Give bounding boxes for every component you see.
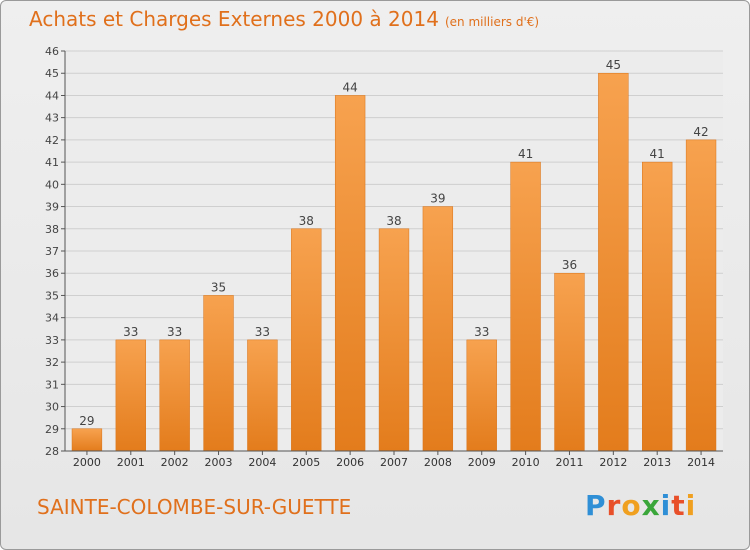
x-tick-label: 2002 xyxy=(161,456,189,469)
x-tick-label: 2001 xyxy=(117,456,145,469)
chart-title: Achats et Charges Externes 2000 à 2014 (e… xyxy=(29,7,539,31)
y-tick-label: 30 xyxy=(45,401,59,414)
bar-2011 xyxy=(554,272,585,452)
bar-2014 xyxy=(685,139,717,452)
data-label: 29 xyxy=(79,414,94,428)
logo-letter: i xyxy=(660,489,672,522)
y-tick-label: 42 xyxy=(45,134,59,147)
x-tick-label: 2007 xyxy=(380,456,408,469)
data-label: 42 xyxy=(693,125,708,139)
data-label: 38 xyxy=(299,214,314,228)
x-tick-label: 2011 xyxy=(555,456,583,469)
y-tick-label: 46 xyxy=(45,45,59,58)
bar-2001 xyxy=(115,339,146,452)
y-tick-label: 37 xyxy=(45,245,59,258)
data-label: 33 xyxy=(474,325,489,339)
x-tick-label: 2003 xyxy=(205,456,233,469)
y-tick-label: 28 xyxy=(45,445,59,458)
x-tick-label: 2005 xyxy=(292,456,320,469)
y-tick-label: 31 xyxy=(45,378,59,391)
bar-2009 xyxy=(466,339,497,452)
y-tick-label: 40 xyxy=(45,178,59,191)
bar-2002 xyxy=(159,339,190,452)
y-tick-label: 36 xyxy=(45,267,59,280)
data-label: 35 xyxy=(211,280,226,294)
bar-2000 xyxy=(71,428,103,452)
logo-letter: i xyxy=(685,489,697,522)
y-tick-label: 39 xyxy=(45,201,59,214)
x-tick-label: 2004 xyxy=(248,456,276,469)
data-label: 39 xyxy=(430,192,445,206)
bar-2010 xyxy=(510,161,541,452)
x-tick-label: 2010 xyxy=(512,456,540,469)
data-label: 33 xyxy=(123,325,138,339)
y-tick-label: 45 xyxy=(45,67,59,80)
y-tick-label: 34 xyxy=(45,312,59,325)
x-tick-label: 2012 xyxy=(599,456,627,469)
logo-letter: o xyxy=(621,489,642,522)
commune-name: SAINTE-COLOMBE-SUR-GUETTE xyxy=(37,495,352,519)
logo-letter: r xyxy=(606,489,622,522)
data-label: 41 xyxy=(650,147,665,161)
data-label: 41 xyxy=(518,147,533,161)
bar-2006 xyxy=(334,95,366,452)
bar-2013 xyxy=(642,161,673,452)
data-label: 33 xyxy=(167,325,182,339)
x-tick-label: 2013 xyxy=(643,456,671,469)
chart-unit: (en milliers d'€) xyxy=(444,15,540,29)
proxiti-logo: Proxiti xyxy=(585,489,696,522)
x-tick-label: 2006 xyxy=(336,456,364,469)
x-tick-label: 2000 xyxy=(73,456,101,469)
data-label: 36 xyxy=(562,258,577,272)
x-tick-label: 2014 xyxy=(687,456,715,469)
bar-2005 xyxy=(291,228,322,452)
bar-2003 xyxy=(203,295,234,452)
logo-letter: P xyxy=(585,489,607,522)
logo-letter: x xyxy=(641,489,661,522)
x-tick-label: 2009 xyxy=(468,456,496,469)
bar-2012 xyxy=(598,72,629,452)
y-tick-label: 33 xyxy=(45,334,59,347)
bar-2004 xyxy=(247,339,278,452)
y-tick-label: 41 xyxy=(45,156,59,169)
y-tick-label: 32 xyxy=(45,356,59,369)
x-tick-label: 2008 xyxy=(424,456,452,469)
data-label: 33 xyxy=(255,325,270,339)
bar-2007 xyxy=(378,228,410,452)
data-label: 44 xyxy=(342,80,357,94)
chart-title-text: Achats et Charges Externes 2000 à 2014 xyxy=(29,7,439,31)
logo-letter: t xyxy=(671,489,686,522)
data-label: 45 xyxy=(606,58,621,72)
y-tick-label: 44 xyxy=(45,89,59,102)
data-label: 38 xyxy=(386,214,401,228)
y-tick-label: 38 xyxy=(45,223,59,236)
y-tick-label: 29 xyxy=(45,423,59,436)
bar-2008 xyxy=(422,206,454,452)
y-tick-label: 35 xyxy=(45,289,59,302)
y-tick-label: 43 xyxy=(45,112,59,125)
